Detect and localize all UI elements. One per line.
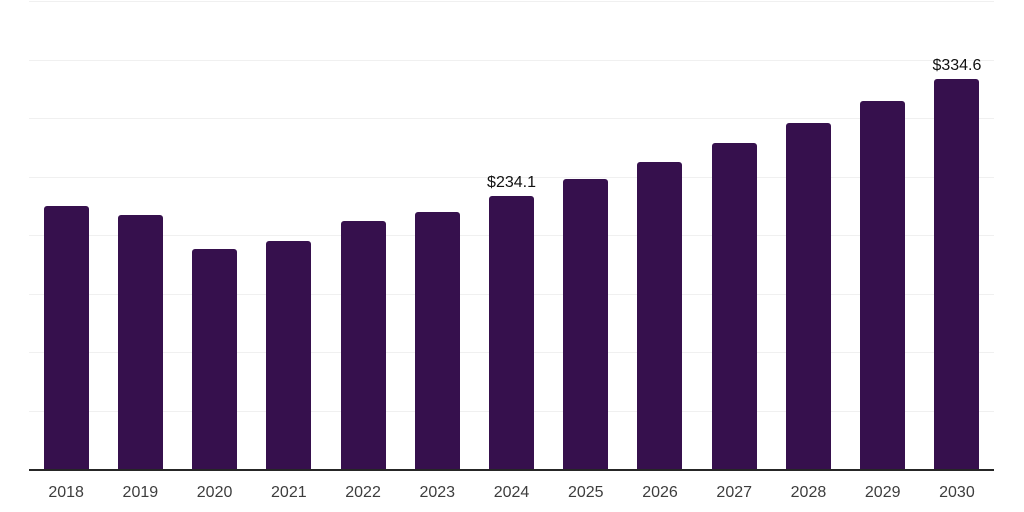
bar-group-2028 xyxy=(771,2,845,470)
bar-group-2025 xyxy=(549,2,623,470)
bar-group-2029 xyxy=(846,2,920,470)
bar-group-2030: $334.6 xyxy=(920,2,994,470)
bar-2020[interactable] xyxy=(192,249,238,470)
x-tick-label-2029: 2029 xyxy=(864,484,901,501)
bar-group-2021 xyxy=(252,2,326,470)
bar-group-2019 xyxy=(103,2,177,470)
x-tick-label-2027: 2027 xyxy=(716,484,753,501)
bar-value-label-2024: $234.1 xyxy=(487,174,536,192)
bar-value-label-2030: $334.6 xyxy=(932,56,982,74)
bar-group-2018 xyxy=(29,2,103,470)
bar-2029[interactable] xyxy=(860,101,906,470)
bar-2028[interactable] xyxy=(785,122,831,470)
x-tick-label-2028: 2028 xyxy=(790,484,827,501)
x-axis-line xyxy=(29,469,994,471)
x-tick-label-2024: 2024 xyxy=(493,484,530,501)
bar-2025[interactable] xyxy=(563,179,609,470)
x-tick-label-2021: 2021 xyxy=(271,484,307,501)
gridline xyxy=(29,176,994,178)
bars-container: $234.1 $334.6 xyxy=(29,2,994,470)
bar-2026[interactable] xyxy=(637,161,683,470)
bar-group-2023 xyxy=(400,2,474,470)
bar-group-2020 xyxy=(177,2,251,470)
bar-2021[interactable] xyxy=(266,241,312,470)
x-axis-tick-labels: 2018 2019 2020 2021 2022 2023 2024 2025 2026 2027… xyxy=(29,471,994,505)
bar-2030[interactable] xyxy=(934,78,980,470)
x-tick-label-2026: 2026 xyxy=(642,484,678,501)
bar-2027[interactable] xyxy=(711,142,757,470)
bar-2018[interactable] xyxy=(43,205,89,470)
bar-2024[interactable] xyxy=(489,196,535,470)
bar-2022[interactable] xyxy=(340,221,386,470)
x-tick-label-2030: 2030 xyxy=(939,484,975,501)
bar-group-2026 xyxy=(623,2,697,470)
bar-2019[interactable] xyxy=(117,215,163,470)
gridline xyxy=(29,59,994,61)
gridline xyxy=(29,118,994,119)
gridline xyxy=(29,1,994,2)
bar-group-2024: $234.1 xyxy=(474,2,548,470)
x-tick-label-2020: 2020 xyxy=(196,484,233,501)
x-tick-label-2023: 2023 xyxy=(419,484,456,501)
bar-group-2027 xyxy=(697,2,771,470)
bar-group-2022 xyxy=(326,2,400,470)
x-tick-label-2022: 2022 xyxy=(345,484,381,501)
x-tick-label-2018: 2018 xyxy=(48,484,84,501)
bar-2023[interactable] xyxy=(414,212,460,470)
plot-area: $234.1 $334.6 xyxy=(29,1,994,471)
x-tick-label-2019: 2019 xyxy=(122,484,159,501)
x-tick-label-2025: 2025 xyxy=(567,484,604,501)
